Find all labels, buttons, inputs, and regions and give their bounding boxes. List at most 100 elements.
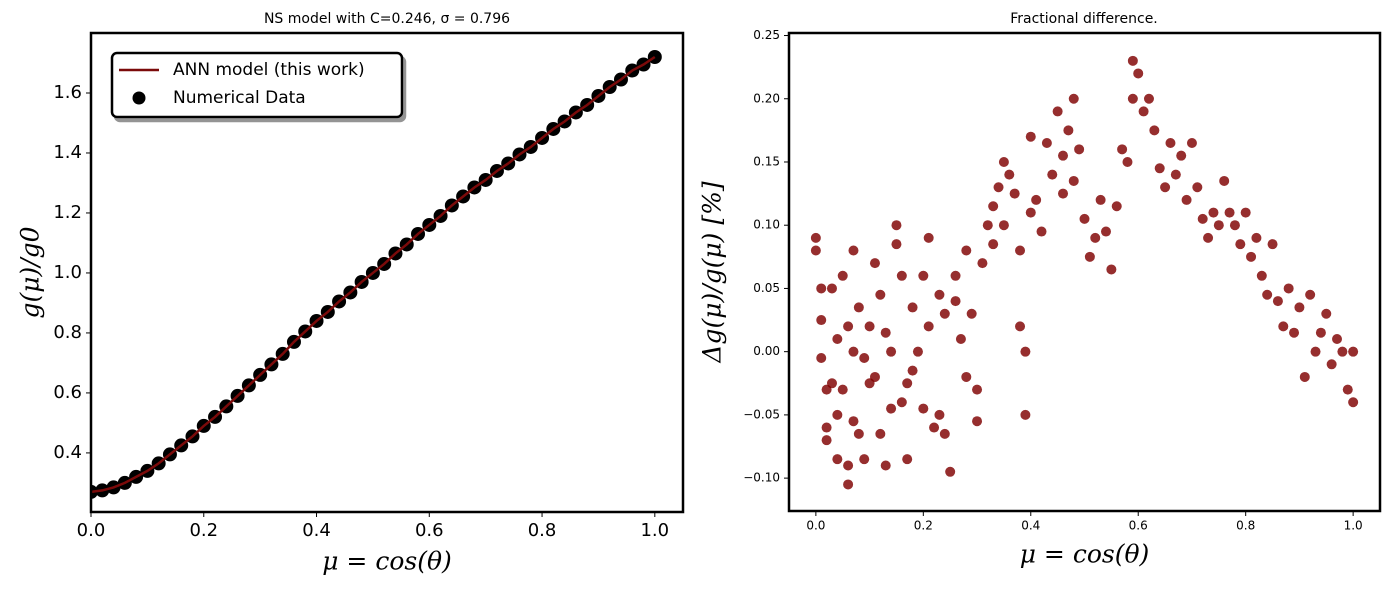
point [923, 232, 934, 243]
point [1111, 201, 1122, 212]
legend-label: Numerical Data [173, 88, 306, 108]
point [902, 454, 913, 465]
line [91, 55, 656, 494]
point [1170, 169, 1181, 180]
point [998, 220, 1009, 231]
point [848, 346, 859, 357]
point [1025, 207, 1036, 218]
point [1015, 245, 1026, 256]
x-tick-label: 0.2 [189, 520, 218, 541]
x-tick-label: 0.0 [806, 519, 825, 533]
point [1100, 226, 1111, 237]
point [1079, 213, 1090, 224]
axes-frame [787, 31, 1382, 513]
y-tick-label: 1.4 [53, 142, 82, 163]
point [1197, 213, 1208, 224]
point [1186, 138, 1197, 149]
point [1267, 239, 1278, 250]
point [955, 334, 966, 345]
point [810, 245, 821, 256]
point [1326, 359, 1337, 370]
y-tick-label: 0.25 [753, 28, 780, 42]
point [810, 232, 821, 243]
point [1154, 163, 1165, 174]
point [1208, 207, 1219, 218]
y-tick-label: 0.05 [753, 281, 780, 295]
point [1084, 251, 1095, 262]
legend-box [110, 51, 404, 119]
point [929, 422, 940, 433]
point [1106, 264, 1117, 275]
point [875, 289, 886, 300]
point [896, 270, 907, 281]
point [1068, 175, 1079, 186]
point [1321, 308, 1332, 319]
point [939, 428, 950, 439]
point [934, 409, 945, 420]
point [1004, 169, 1015, 180]
point [896, 397, 907, 408]
point [826, 378, 837, 389]
point [1224, 207, 1235, 218]
y-axis-label: Δg(μ)/g(μ) [%] [698, 181, 727, 363]
point [1143, 93, 1154, 104]
point [869, 258, 880, 269]
point [988, 201, 999, 212]
point [1337, 346, 1348, 357]
point [977, 258, 988, 269]
point [1299, 371, 1310, 382]
point [1036, 226, 1047, 237]
point [1310, 346, 1321, 357]
point [1058, 188, 1069, 199]
point [918, 403, 929, 414]
point [1235, 239, 1246, 250]
point [1020, 409, 1031, 420]
point [982, 220, 993, 231]
y-tick-label: 0.00 [753, 344, 780, 358]
point [1289, 327, 1300, 338]
point [923, 321, 934, 332]
point [1213, 220, 1224, 231]
plot-area [91, 49, 662, 499]
y-tick-label: 1.0 [53, 262, 82, 283]
y-tick-label: −0.05 [743, 407, 780, 421]
point [837, 384, 848, 395]
x-tick-label: 0.6 [415, 520, 444, 541]
x-tick-label: 1.0 [640, 520, 669, 541]
point [1203, 232, 1214, 243]
x-tick-label: 0.4 [1021, 519, 1040, 533]
point [1262, 289, 1273, 300]
point [875, 428, 886, 439]
point [1031, 194, 1042, 205]
point [816, 315, 827, 326]
point [1063, 125, 1074, 136]
point [1342, 384, 1353, 395]
point [816, 283, 827, 294]
point [832, 409, 843, 420]
x-tick-label: 0.0 [77, 520, 106, 541]
point [821, 435, 832, 446]
y-tick-label: 1.2 [53, 202, 82, 223]
point [1095, 194, 1106, 205]
point [950, 296, 961, 307]
point [961, 245, 972, 256]
point [1219, 175, 1230, 186]
point [853, 302, 864, 313]
y-tick-label: 0.4 [53, 442, 82, 463]
point [891, 239, 902, 250]
chart-title: NS model with C=0.246, σ = 0.796 [264, 11, 510, 27]
point [853, 428, 864, 439]
point [918, 270, 929, 281]
point [988, 239, 999, 250]
x-tick-label: 0.6 [1129, 519, 1148, 533]
point [1283, 283, 1294, 294]
point [1251, 232, 1262, 243]
point [966, 308, 977, 319]
point [1176, 150, 1187, 161]
point [1305, 289, 1316, 300]
point [972, 384, 983, 395]
point [902, 378, 913, 389]
x-axis-label: μ = cos(θ) [1020, 540, 1150, 569]
point [1020, 346, 1031, 357]
